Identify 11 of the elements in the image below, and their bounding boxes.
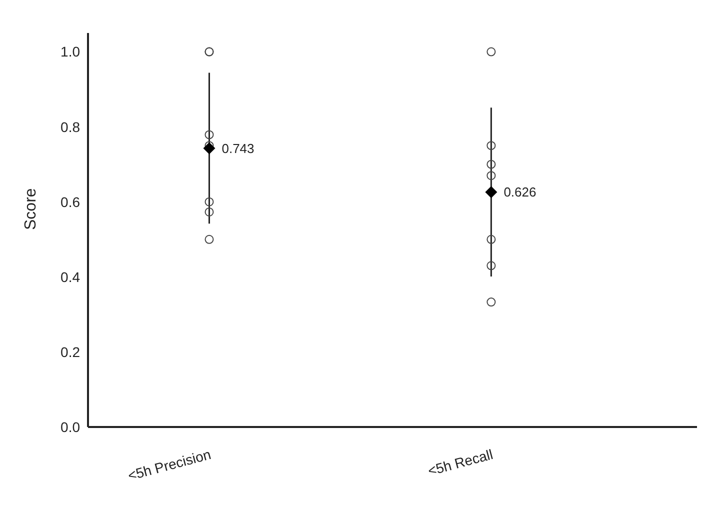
y-tick-label: 0.2 <box>60 344 80 360</box>
y-tick-label: 0.4 <box>60 268 80 285</box>
x-tick-label: <5h Precision <box>126 446 213 484</box>
y-tick-label: 0.0 <box>60 418 80 435</box>
data-label: 0.626 <box>504 184 536 200</box>
y-tick-label: 0.8 <box>60 118 80 135</box>
y-tick-label: 0.6 <box>60 194 80 210</box>
x-tick-label: <5h Recall <box>426 446 495 479</box>
y-tick-label: 1.0 <box>60 44 80 60</box>
y-axis-title: Score <box>22 188 40 230</box>
data-label: 0.743 <box>222 140 254 156</box>
